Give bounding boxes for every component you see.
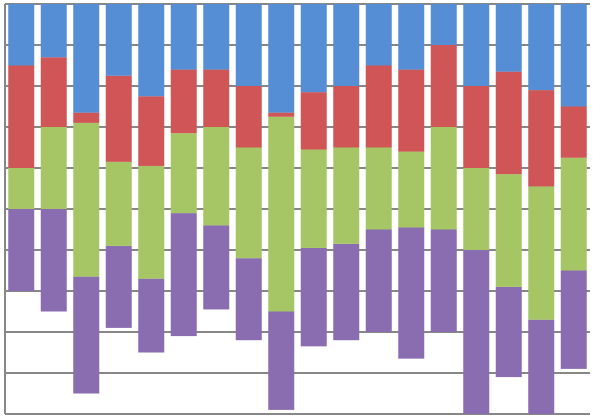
bar-segment [268, 112, 295, 117]
bar-segment [463, 168, 490, 250]
bar-segment [560, 270, 587, 369]
bar-segment [138, 165, 165, 279]
bar-segment [300, 247, 327, 347]
bar-segment [268, 116, 295, 312]
bar-segment [365, 147, 392, 230]
bar-segment [463, 250, 490, 414]
bar-segment [365, 229, 392, 332]
bar-segment [430, 127, 457, 230]
bar-segment [40, 4, 67, 58]
bar-segment [236, 340, 262, 414]
bar-segment [333, 86, 360, 148]
bar-segment [170, 133, 197, 214]
bar-segment [528, 186, 555, 320]
bar-segment [495, 174, 522, 287]
bar-segment [268, 311, 295, 410]
bar-segment [561, 369, 587, 414]
bar-segment [105, 161, 132, 246]
bar-segment [106, 328, 132, 414]
bar-segment [430, 4, 457, 45]
bar-segment [430, 229, 457, 332]
bar-segment [8, 209, 35, 291]
bar-segment [398, 227, 425, 359]
bar-segment [333, 243, 360, 341]
bar-segment [203, 4, 230, 70]
bar-segment [203, 127, 230, 226]
bar-segment [528, 90, 555, 187]
bar-segment [105, 75, 132, 162]
bar-segment [560, 106, 587, 158]
bar-segment [300, 92, 327, 150]
bar-segment [495, 286, 522, 378]
bar-segment [333, 340, 359, 414]
bar-segment [170, 213, 197, 337]
bar-segment [138, 278, 165, 353]
bar-segment [235, 147, 262, 259]
bar-segment [40, 57, 67, 127]
bar-segment [171, 336, 197, 414]
bar-segment [138, 4, 165, 97]
bar-segment [300, 149, 327, 248]
bar-segment [495, 71, 522, 175]
bar-segment [398, 359, 424, 414]
bar-segment [8, 65, 35, 168]
bar-segment [235, 4, 262, 86]
bar-segment [235, 258, 262, 341]
bar-segment [105, 245, 132, 328]
bar-segment [560, 4, 587, 107]
bar-segment [8, 291, 34, 414]
bar-segment [495, 4, 522, 72]
bar-segment [560, 157, 587, 271]
bar-segment [40, 127, 67, 209]
bar-segment [235, 86, 262, 148]
bar-segment [398, 4, 425, 70]
bar-segment [300, 4, 327, 93]
bar-segment [105, 4, 132, 76]
bar-segment [170, 69, 197, 134]
bar-segment [73, 112, 100, 123]
bar-segment [463, 4, 490, 86]
bar-segment [138, 353, 164, 415]
bar-segment [365, 65, 392, 148]
bar-segment [8, 4, 35, 66]
bar-segment [430, 45, 457, 127]
bar-segment [41, 312, 67, 415]
bar-segment [528, 319, 555, 414]
bar-segment [73, 4, 100, 113]
bar-segment [398, 69, 425, 152]
bar-segment [333, 147, 360, 244]
bar-segment [203, 309, 229, 414]
bar-segment [528, 4, 555, 91]
bar-segment [496, 377, 522, 414]
bar-segment [268, 4, 295, 113]
bar-segment [170, 4, 197, 70]
bar-segment [73, 122, 100, 277]
bar-segment [203, 69, 230, 127]
bar-segment [365, 4, 392, 66]
bar-segment [138, 96, 165, 166]
bar-segment [73, 276, 100, 394]
bar-segment [8, 168, 35, 209]
bar-segment [203, 225, 230, 310]
bar-segment [40, 209, 67, 312]
bar-segment [463, 86, 490, 168]
bar-segment [73, 394, 99, 415]
bar-segment [301, 346, 327, 414]
bar-segment [333, 4, 360, 86]
bar-segment [398, 151, 425, 228]
